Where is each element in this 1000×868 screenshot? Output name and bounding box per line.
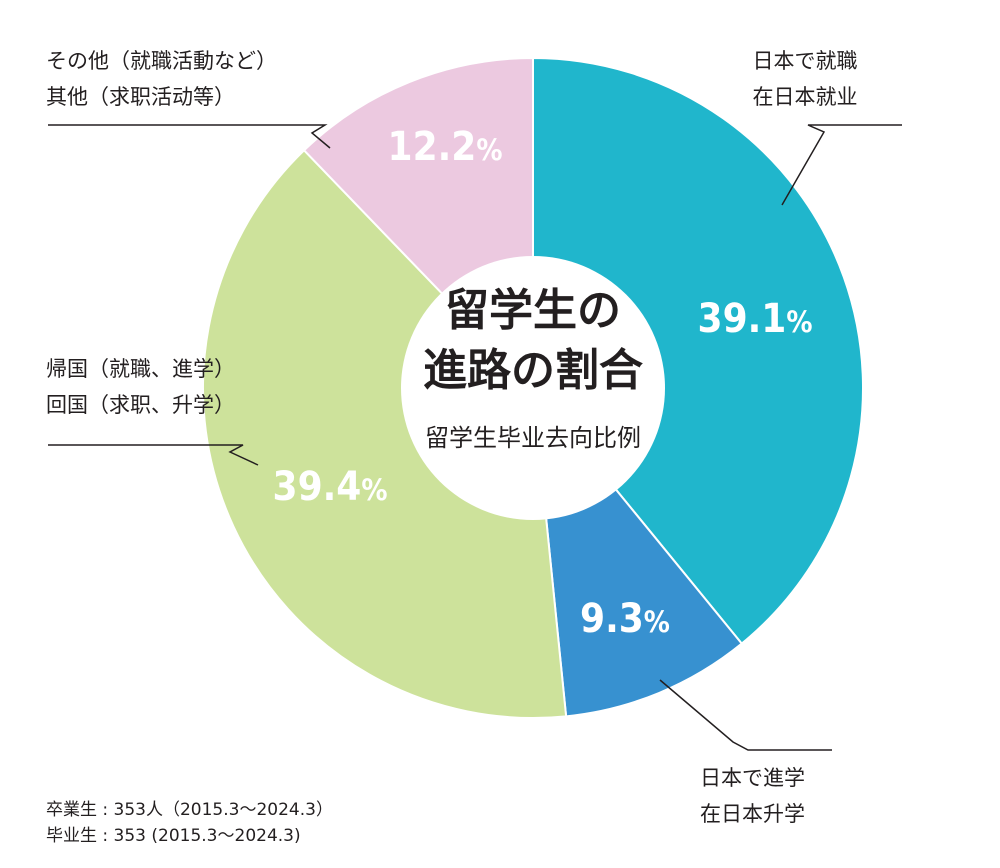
leader-line-further-study-japan	[659, 679, 832, 751]
category-label-other-line-2: 其他（求职活动等）	[46, 85, 235, 109]
footnote-line-2: 毕业生 : 353 (2015.3～2024.3)	[46, 826, 301, 846]
donut-slices	[202, 56, 864, 719]
category-label-employment-japan-line-1: 日本で就職	[753, 49, 858, 73]
category-label-further-study-japan-line-2: 在日本升学	[700, 802, 805, 826]
category-label-return-home-line-1: 帰国（就職、進学）	[46, 357, 235, 381]
center-subtitle: 留学生毕业去向比例	[425, 424, 641, 452]
slice-employment-japan	[532, 56, 864, 645]
category-label-employment-japan-line-2: 在日本就业	[753, 85, 858, 109]
category-label-other-line-1: その他（就職活動など）	[46, 49, 277, 73]
leader-lines	[48, 124, 902, 751]
percent-label-employment-japan: 39.1%	[698, 296, 813, 342]
percent-labels: 39.1% 9.3% 39.4% 12.2%	[273, 124, 813, 642]
category-label-further-study-japan-line-1: 日本で進学	[700, 766, 805, 790]
slice-return-home	[202, 148, 568, 719]
footnote-line-1: 卒業生 : 353人（2015.3～2024.3）	[46, 800, 333, 820]
donut-hole	[401, 256, 665, 520]
percent-label-return-home: 39.4%	[273, 464, 388, 510]
center-title-line-1: 留学生の	[445, 285, 621, 336]
leader-line-other	[48, 124, 331, 149]
center-title-line-2: 進路の割合	[423, 345, 643, 396]
leader-line-return-home	[48, 444, 259, 466]
percent-label-other: 12.2%	[388, 124, 503, 170]
leader-line-employment-japan	[781, 124, 902, 206]
category-label-return-home-line-2: 回国（求职、升学）	[46, 393, 235, 417]
percent-label-further-study-japan: 9.3%	[580, 596, 670, 642]
